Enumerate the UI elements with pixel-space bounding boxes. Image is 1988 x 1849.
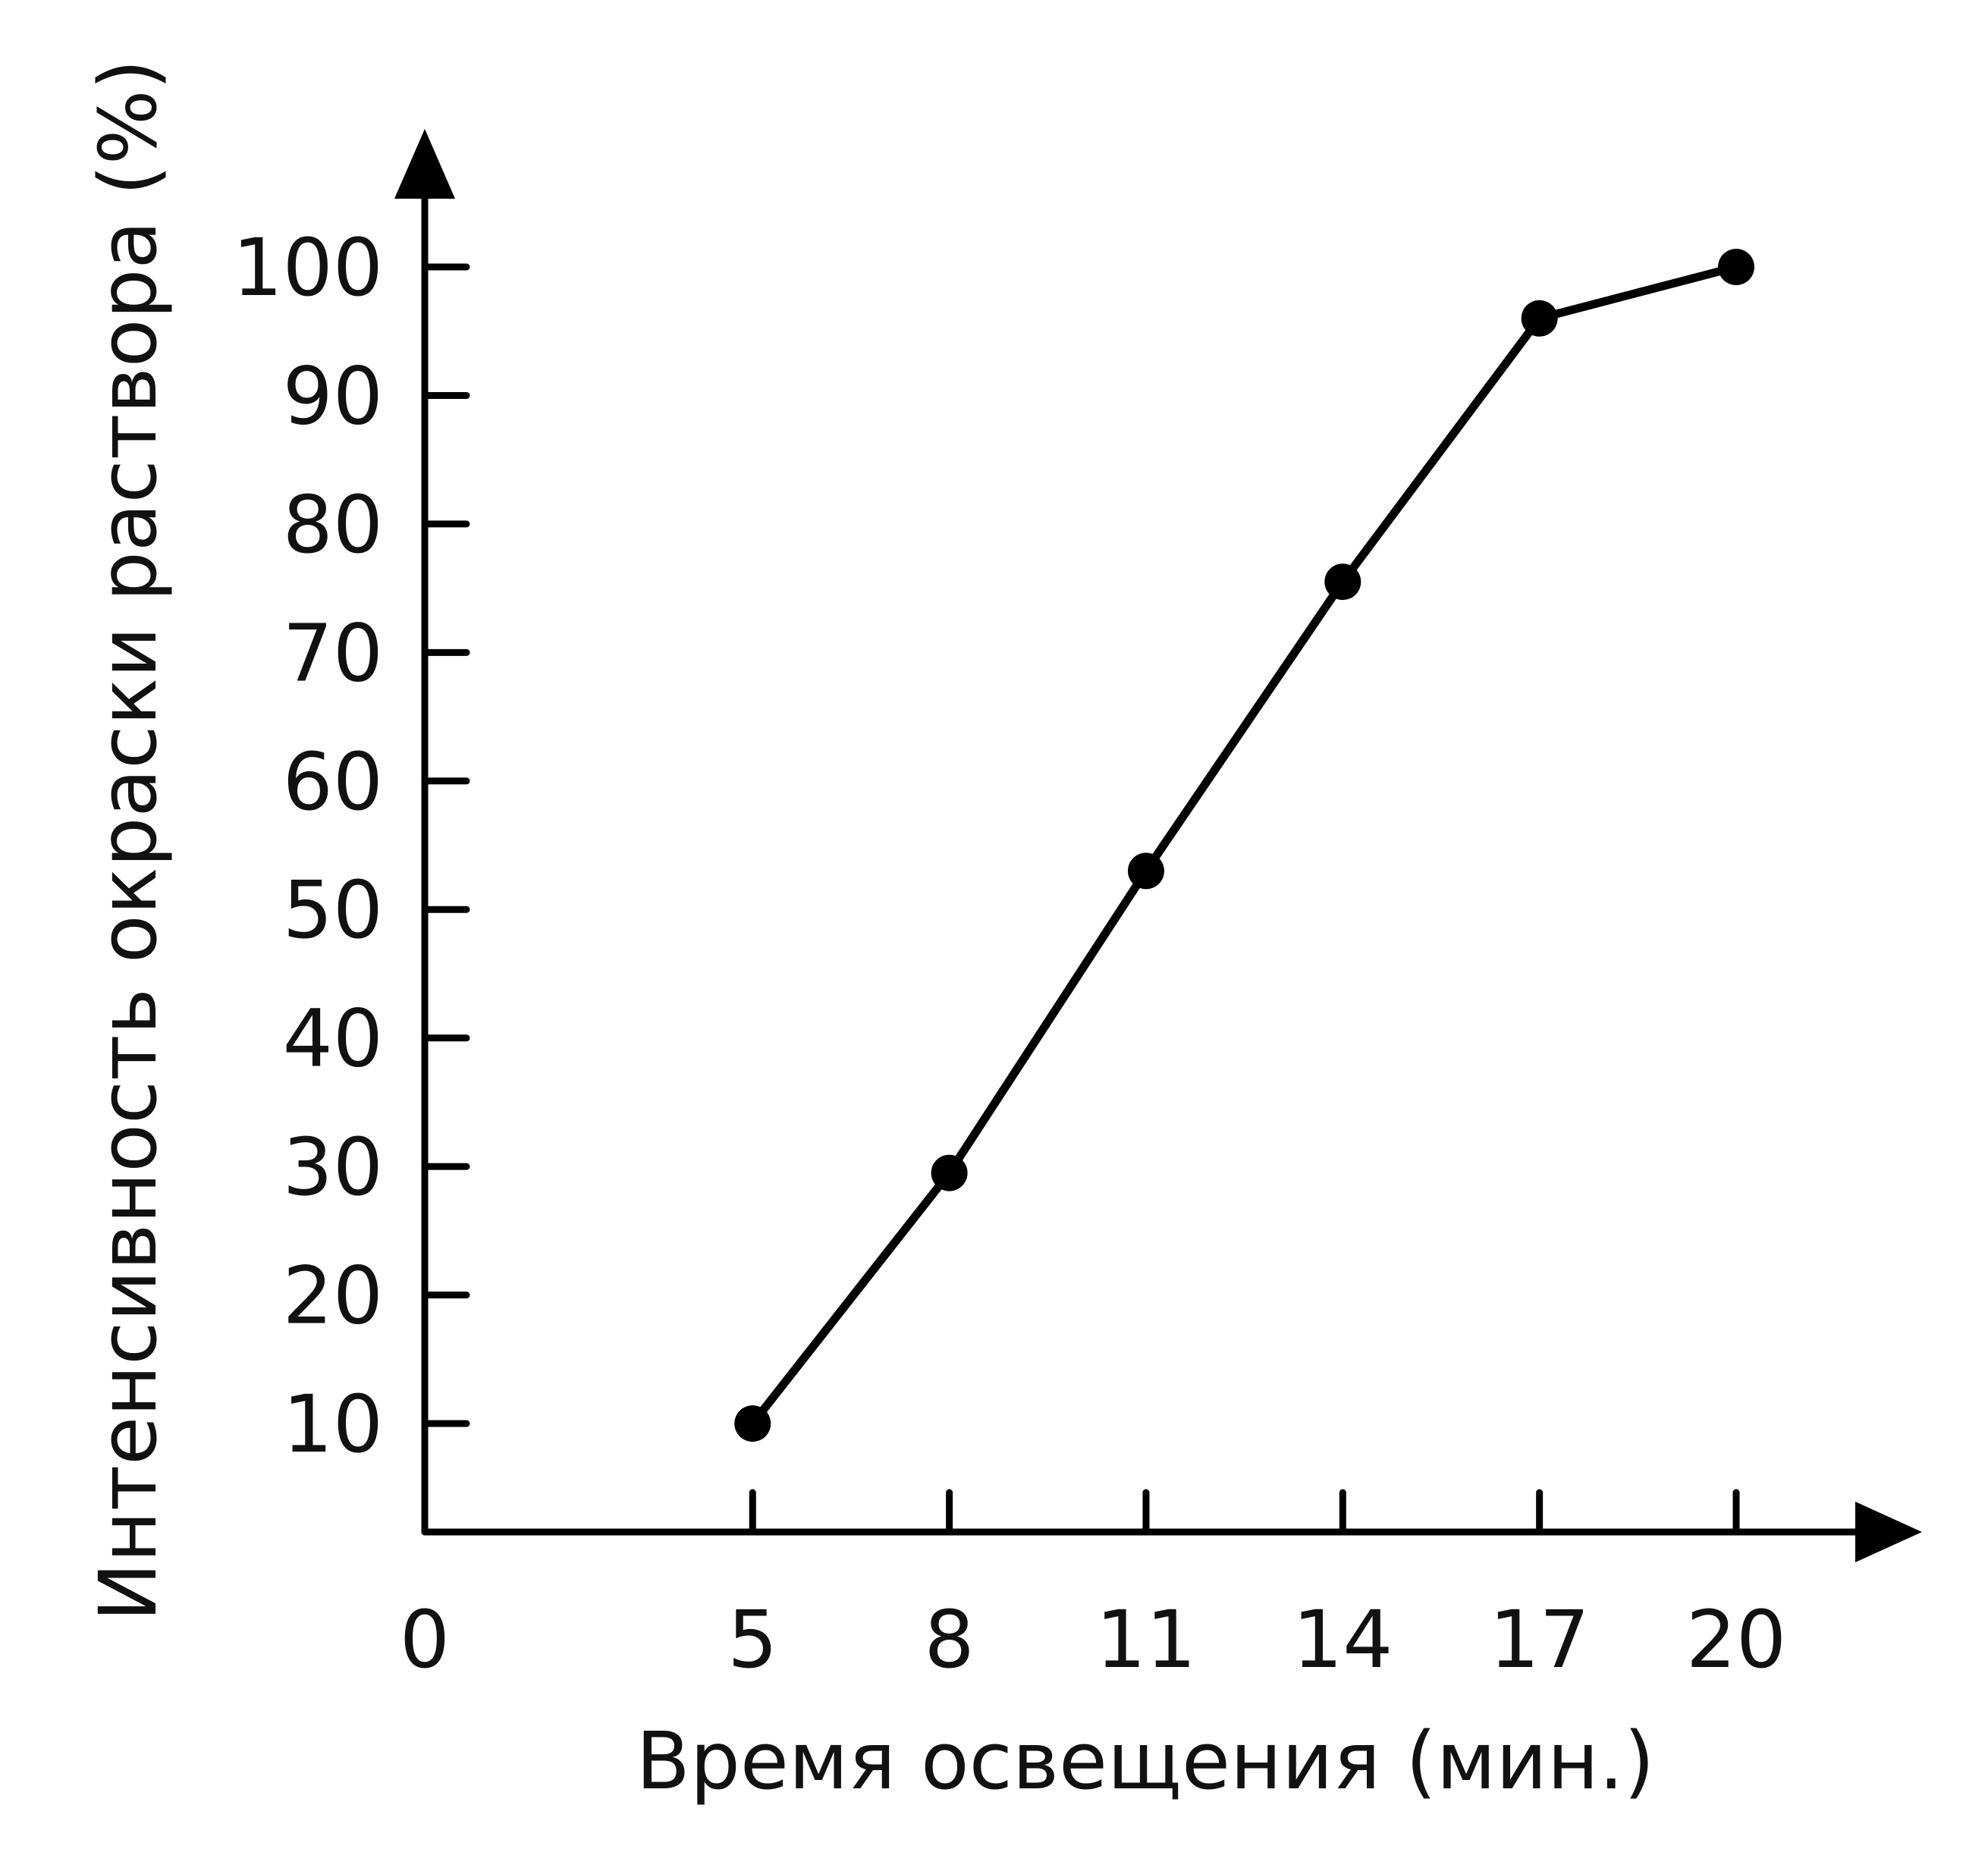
y-tick-label-10: 10 xyxy=(283,1378,383,1471)
y-tick-label-30: 30 xyxy=(283,1121,383,1213)
axes xyxy=(394,129,1922,1562)
y-tick-label-40: 40 xyxy=(283,993,383,1085)
y-tick-label-60: 60 xyxy=(283,736,383,828)
series-layer xyxy=(734,249,1754,1442)
data-point-14 xyxy=(1324,563,1361,601)
y-axis-title: Интенсивность окраски раствора (%) xyxy=(82,59,174,1621)
data-point-8 xyxy=(931,1154,968,1191)
y-tick-label-50: 50 xyxy=(283,864,383,956)
data-point-17 xyxy=(1521,300,1558,337)
x-tick-label-5: 5 xyxy=(727,1593,777,1686)
data-point-20 xyxy=(1718,249,1754,285)
x-axis-title: Время освещения (мин.) xyxy=(636,1715,1655,1807)
y-tick-label-20: 20 xyxy=(283,1250,383,1342)
x-axis-arrow xyxy=(1855,1502,1922,1562)
origin-label: 0 xyxy=(400,1593,450,1686)
x-tick-label-8: 8 xyxy=(925,1593,975,1686)
x-tick-label-20: 20 xyxy=(1686,1593,1786,1686)
y-tick-label-80: 80 xyxy=(283,479,383,571)
x-tick-label-17: 17 xyxy=(1489,1593,1589,1686)
tick-labels: 10 20 30 40 50 60 70 80 90 100 5 8 11 14 17 20 xyxy=(232,221,1786,1686)
data-point-5 xyxy=(734,1405,771,1442)
x-tick-label-14: 14 xyxy=(1292,1593,1393,1686)
data-point-11 xyxy=(1127,852,1164,890)
y-axis-arrow xyxy=(394,129,455,199)
ticks xyxy=(421,263,1740,1536)
y-tick-label-100: 100 xyxy=(232,221,383,314)
x-tick-label-11: 11 xyxy=(1096,1593,1196,1686)
y-tick-label-70: 70 xyxy=(283,607,383,699)
series-line xyxy=(748,262,1741,1428)
y-tick-label-90: 90 xyxy=(283,350,383,442)
